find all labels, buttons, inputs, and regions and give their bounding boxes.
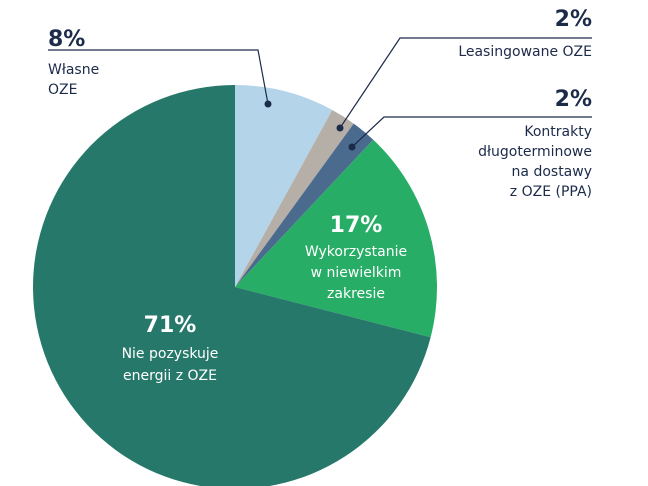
category-label: zakresie <box>327 286 385 302</box>
value-label: 17% <box>330 213 383 238</box>
value-label: 2% <box>555 87 592 112</box>
leader-dot <box>264 100 272 108</box>
leader-dot <box>336 124 344 132</box>
value-label: 71% <box>144 313 197 338</box>
category-label: w niewielkim <box>311 265 402 281</box>
category-label: Własne <box>48 62 99 78</box>
leader-line <box>339 37 592 129</box>
leader-line <box>351 116 592 148</box>
pie-slice <box>235 123 374 287</box>
pie-slice <box>235 139 437 338</box>
category-label: Kontrakty <box>524 124 592 140</box>
leader-line <box>48 49 269 105</box>
pie-slice <box>235 85 333 287</box>
value-label: 8% <box>48 27 85 52</box>
category-label: Leasingowane OZE <box>458 44 592 60</box>
category-label: z OZE (PPA) <box>510 184 592 200</box>
category-label: Nie pozyskuje <box>122 346 219 362</box>
pie-slice <box>33 85 431 486</box>
value-label: 2% <box>555 7 592 32</box>
pie-slice <box>235 109 354 287</box>
category-label: długoterminowe <box>478 144 592 160</box>
leader-dot <box>348 143 356 151</box>
category-label: OZE <box>48 82 77 98</box>
category-label: Wykorzystanie <box>305 244 407 260</box>
category-label: energii z OZE <box>123 368 217 384</box>
category-label: na dostawy <box>512 164 592 180</box>
